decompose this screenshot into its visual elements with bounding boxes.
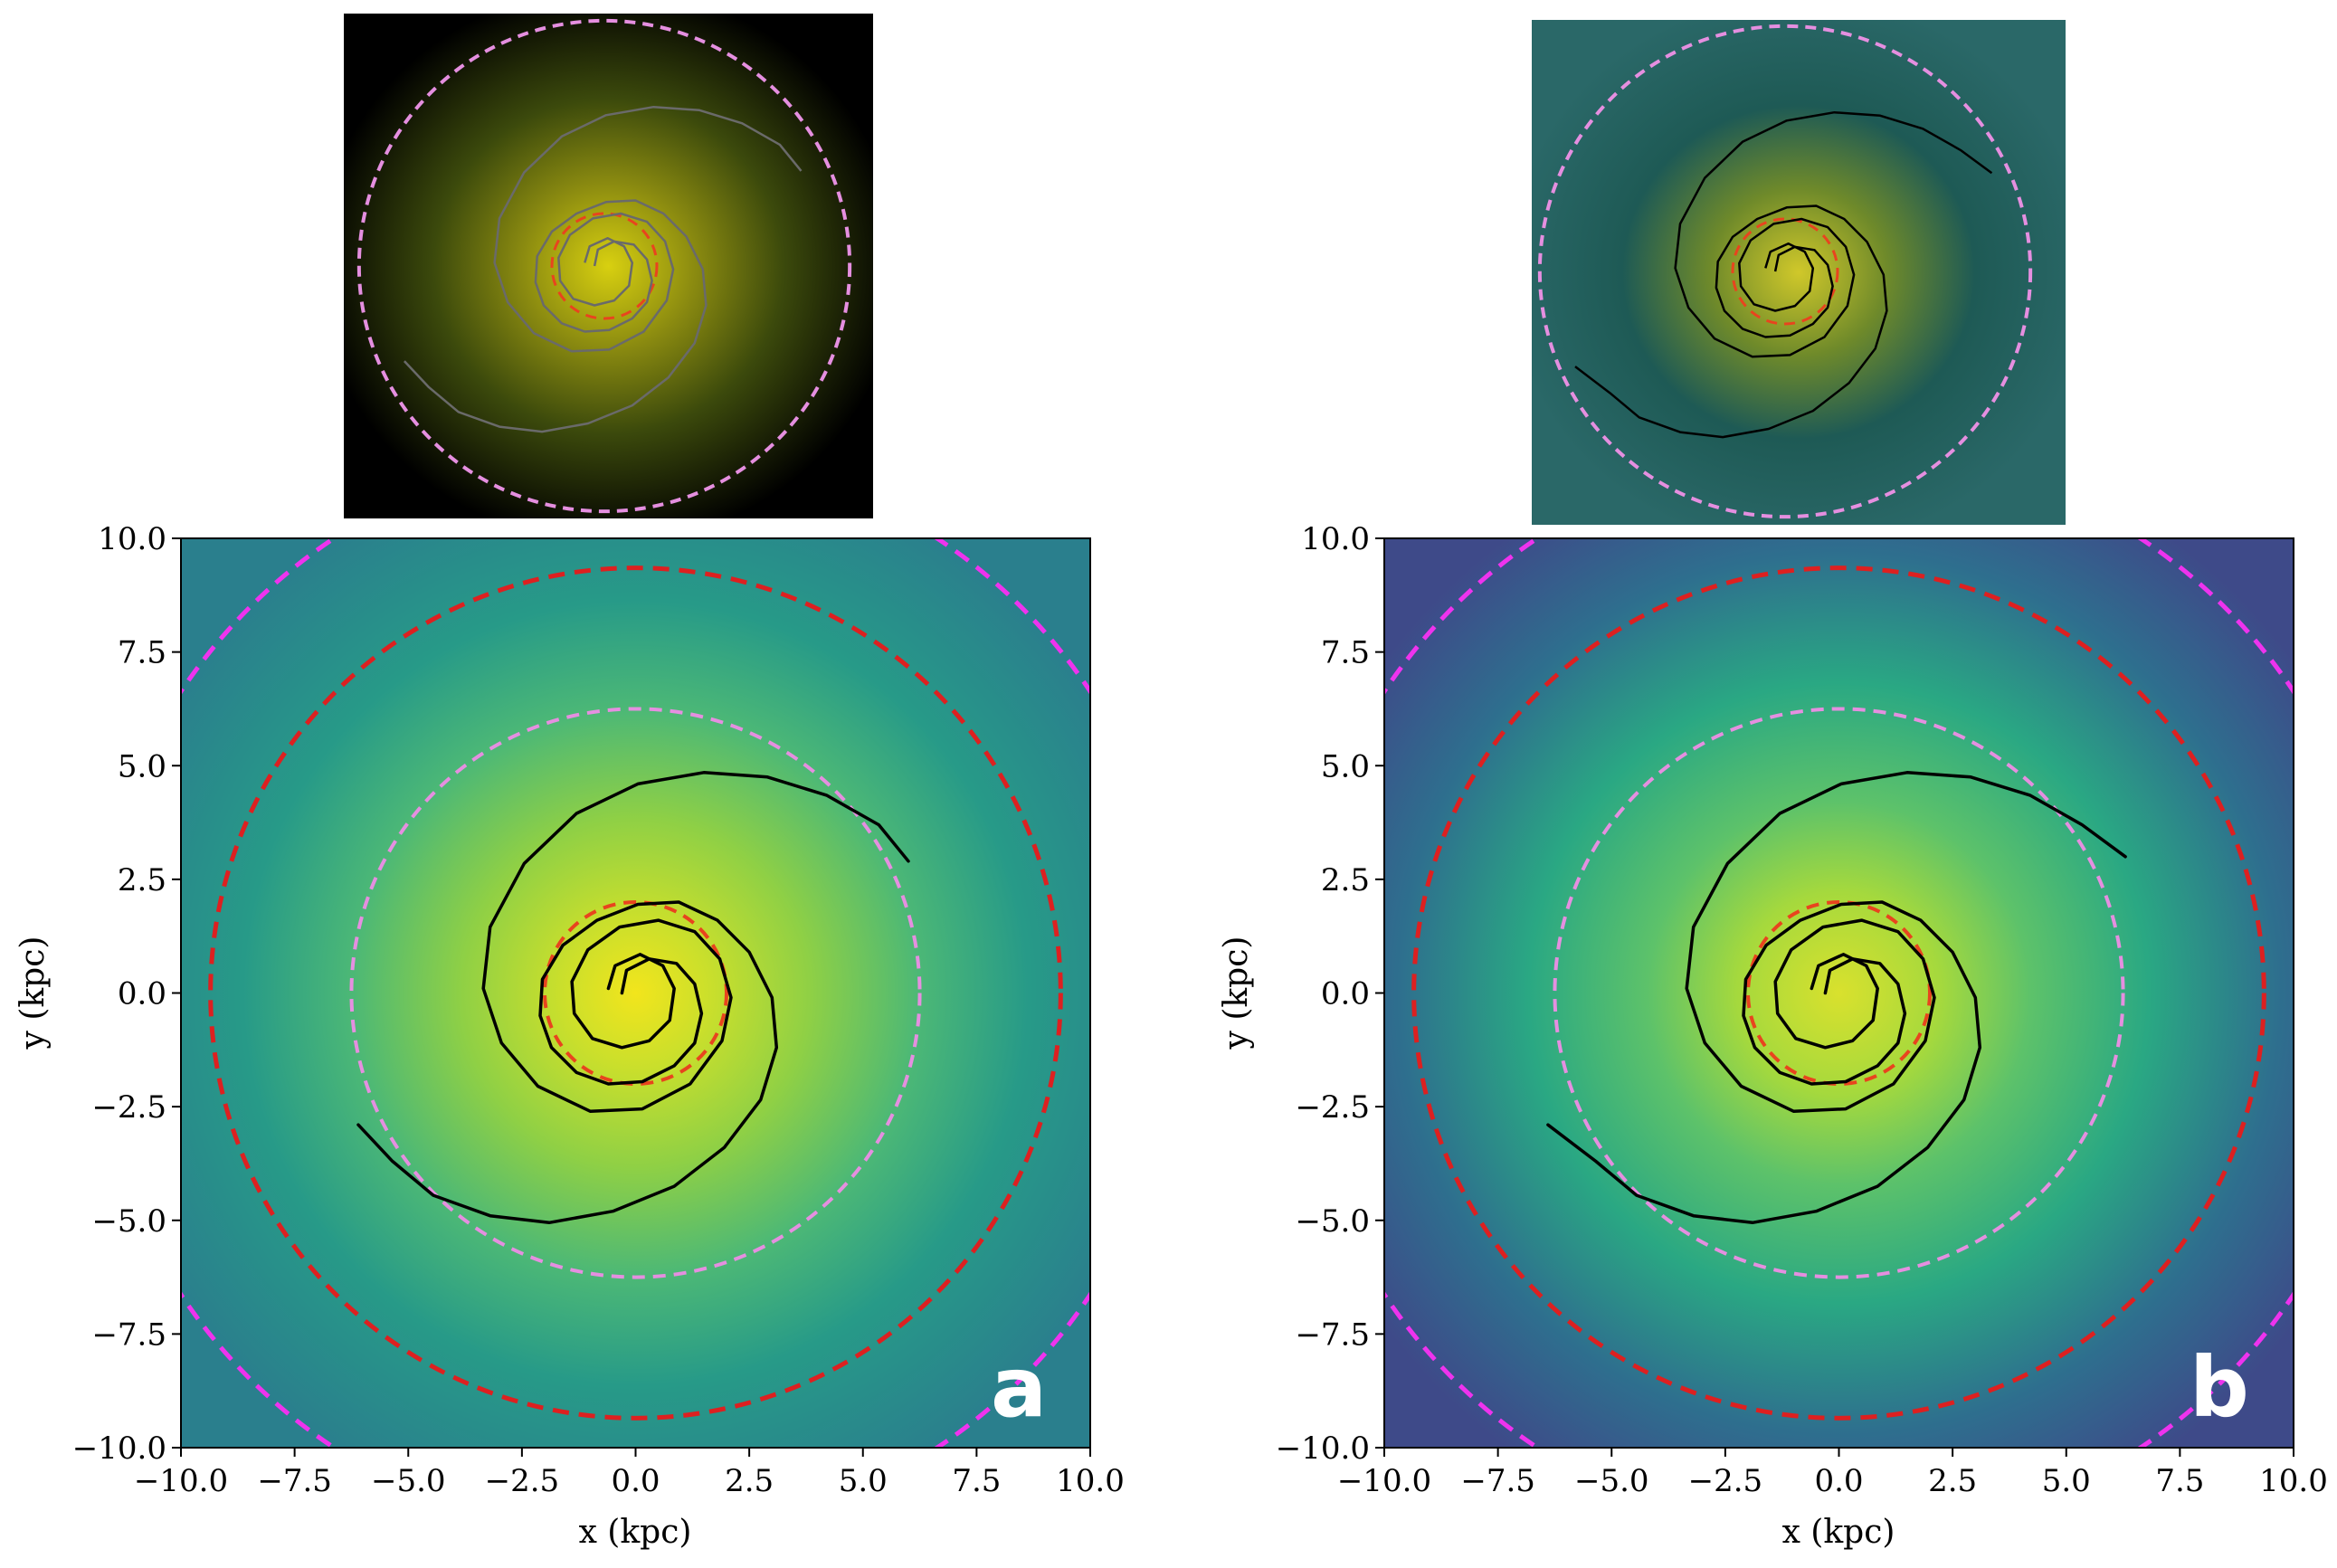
y-tick-label: −10.0 [72,1430,166,1467]
heatmap-panel-b: −10.0 −7.5 −5.0 −2.5 0.0 2.5 5.0 7.5 10.0 −10.0 −7… [1218,521,2328,1551]
x-tick-label: 0.0 [1814,1463,1863,1499]
x-tick-label: −2.5 [1688,1463,1763,1499]
x-axis-label-a: x (kpc) [579,1514,692,1551]
y-tick-label: 2.5 [118,862,166,898]
heatmap-panel-a: −10.0 −7.5 −5.0 −2.5 0.0 2.5 5.0 7.5 10.0 −10.0 −7… [14,521,1125,1551]
y-tick-label: −5.0 [1295,1203,1370,1240]
y-tick-label: 7.5 [1321,635,1370,671]
ring-middle-b [1553,707,2125,1279]
inset-spiral-arm-1-b [1674,110,1993,358]
x-tick-label: −7.5 [1460,1463,1535,1499]
inset-spiral-arm-1-a [493,105,803,353]
ring-inner-b [1746,900,1932,1086]
x-tick-label: 5.0 [839,1463,888,1499]
x-tick-label: 2.5 [1928,1463,1977,1499]
y-axis-label-a: y (kpc) [14,936,52,1050]
spiral-arm-1-b [1685,771,2127,1113]
heatmap-background-b [1384,538,2294,1448]
inset-ring-middle-a [356,18,852,514]
y-tick-label: −10.0 [1276,1430,1370,1467]
x-tick-label: 10.0 [2259,1463,2328,1499]
x-tick-label: 7.5 [952,1463,1001,1499]
y-tick-label: 7.5 [118,635,166,671]
x-tick-label: −10.0 [134,1463,228,1499]
panel-letter-b: b [2190,1339,2249,1436]
y-tick-label: −5.0 [91,1203,166,1240]
spiral-arm-2-a [356,900,779,1225]
y-axis-label-b: y (kpc) [1218,936,1255,1050]
y-tick-label: 2.5 [1321,862,1370,898]
y-tick-label: −7.5 [1295,1316,1370,1353]
x-axis-label-b: x (kpc) [1782,1514,1895,1551]
inset-image-b [1532,20,2066,525]
heatmap-background-a [181,538,1090,1448]
panel-letter-a: a [991,1339,1047,1436]
y-tick-label: −7.5 [91,1316,166,1353]
x-tick-label: −2.5 [485,1463,560,1499]
x-tick-label: −7.5 [257,1463,332,1499]
ring-middle-a [349,707,922,1279]
y-tick-label: 10.0 [1301,521,1370,557]
inset-spiral-arm-2-a [403,199,708,433]
ring-outer-b [1411,565,2266,1421]
inset-image-a [344,14,873,518]
x-tick-label: 7.5 [2155,1463,2204,1499]
inset-ring-inner-a [550,212,659,320]
y-tick-label: 0.0 [118,976,166,1012]
y-tick-label: −2.5 [91,1089,166,1126]
inset-ring-middle-b [1537,24,2033,519]
spiral-arm-1-a [481,771,910,1113]
x-tick-label: 0.0 [611,1463,660,1499]
x-tick-label: 10.0 [1056,1463,1125,1499]
y-tick-label: 10.0 [98,521,166,557]
y-tick-label: −2.5 [1295,1089,1370,1126]
y-tick-label: 5.0 [118,748,166,784]
y-tick-label: 0.0 [1321,976,1370,1012]
inset-ring-inner-b [1731,217,1839,326]
inset-spiral-arm-2-b [1574,204,1888,439]
ring-inner-a [543,900,728,1086]
x-tick-label: 5.0 [2042,1463,2091,1499]
x-tick-label: −5.0 [1574,1463,1649,1499]
x-tick-label: −5.0 [371,1463,446,1499]
ring-outer-a [208,565,1063,1421]
y-tick-label: 5.0 [1321,748,1370,784]
spiral-arm-2-b [1546,900,1982,1225]
x-tick-label: −10.0 [1337,1463,1431,1499]
x-tick-label: 2.5 [725,1463,774,1499]
